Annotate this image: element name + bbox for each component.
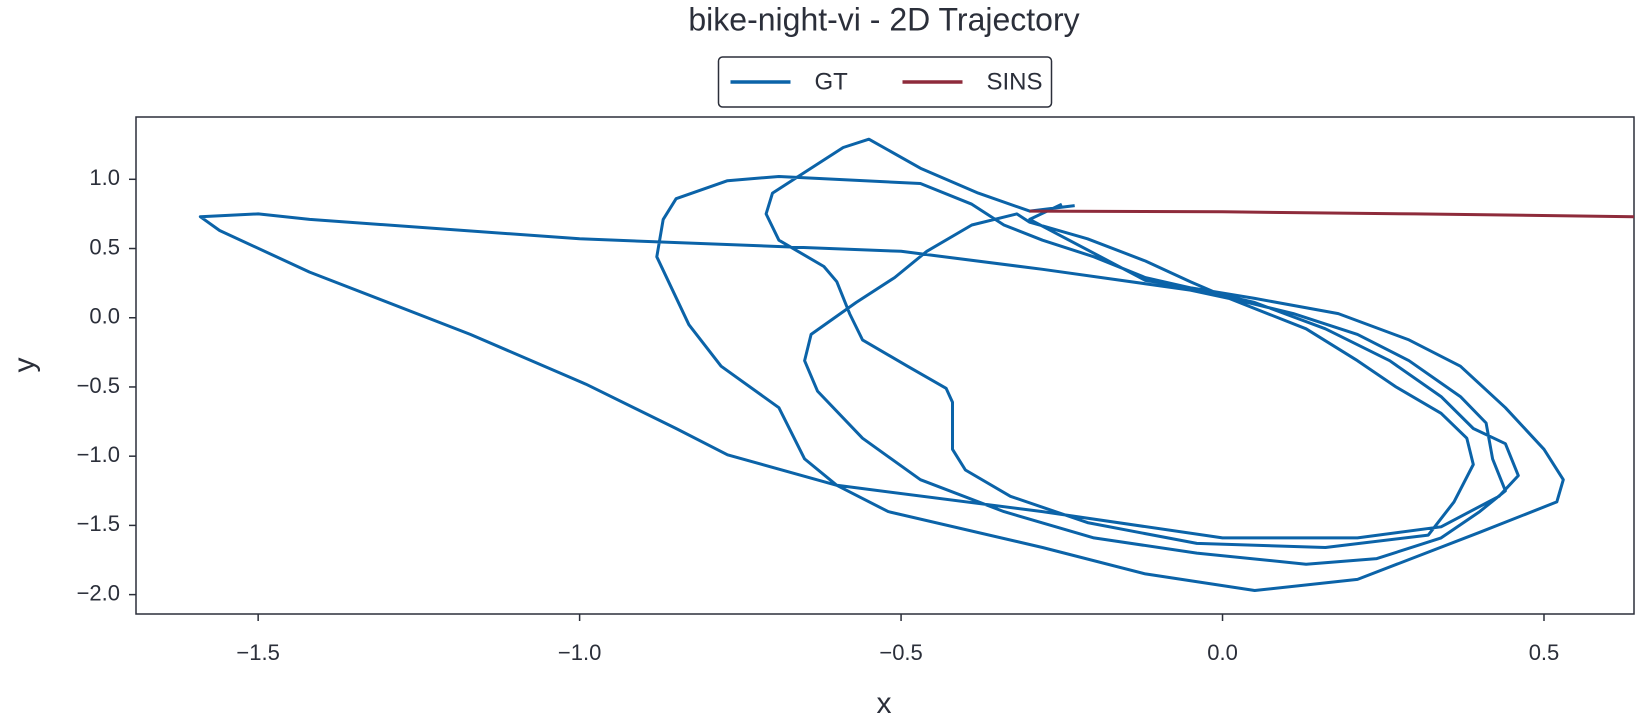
plot-area [198, 137, 1634, 592]
y-tick-label: −1.0 [77, 442, 120, 467]
y-tick-label: −2.0 [77, 580, 120, 605]
trajectory-line [1029, 209, 1634, 219]
y-axis-label: y [8, 358, 41, 373]
y-tick-label: −0.5 [77, 373, 120, 398]
x-tick-label: −1.5 [236, 640, 279, 665]
y-tick-label: 1.0 [89, 165, 120, 190]
y-tick-label: 0.5 [89, 234, 120, 259]
legend-label: GT [815, 68, 849, 95]
x-axis-label: x [877, 687, 892, 720]
plot-frame [135, 116, 1635, 615]
legend-box [717, 56, 1053, 108]
y-tick-label: −1.5 [77, 511, 120, 536]
trajectory-line [198, 137, 1565, 592]
chart-title: bike-night-vi - 2D Trajectory [688, 1, 1079, 37]
x-tick-label: −1.0 [558, 640, 601, 665]
legend-label: SINS [987, 68, 1043, 95]
y-tick-label: 0.0 [89, 304, 120, 329]
x-tick-label: 0.5 [1529, 640, 1560, 665]
x-tick-label: −0.5 [879, 640, 922, 665]
legend: GT SINS [717, 56, 1053, 108]
x-tick-label: 0.0 [1207, 640, 1238, 665]
